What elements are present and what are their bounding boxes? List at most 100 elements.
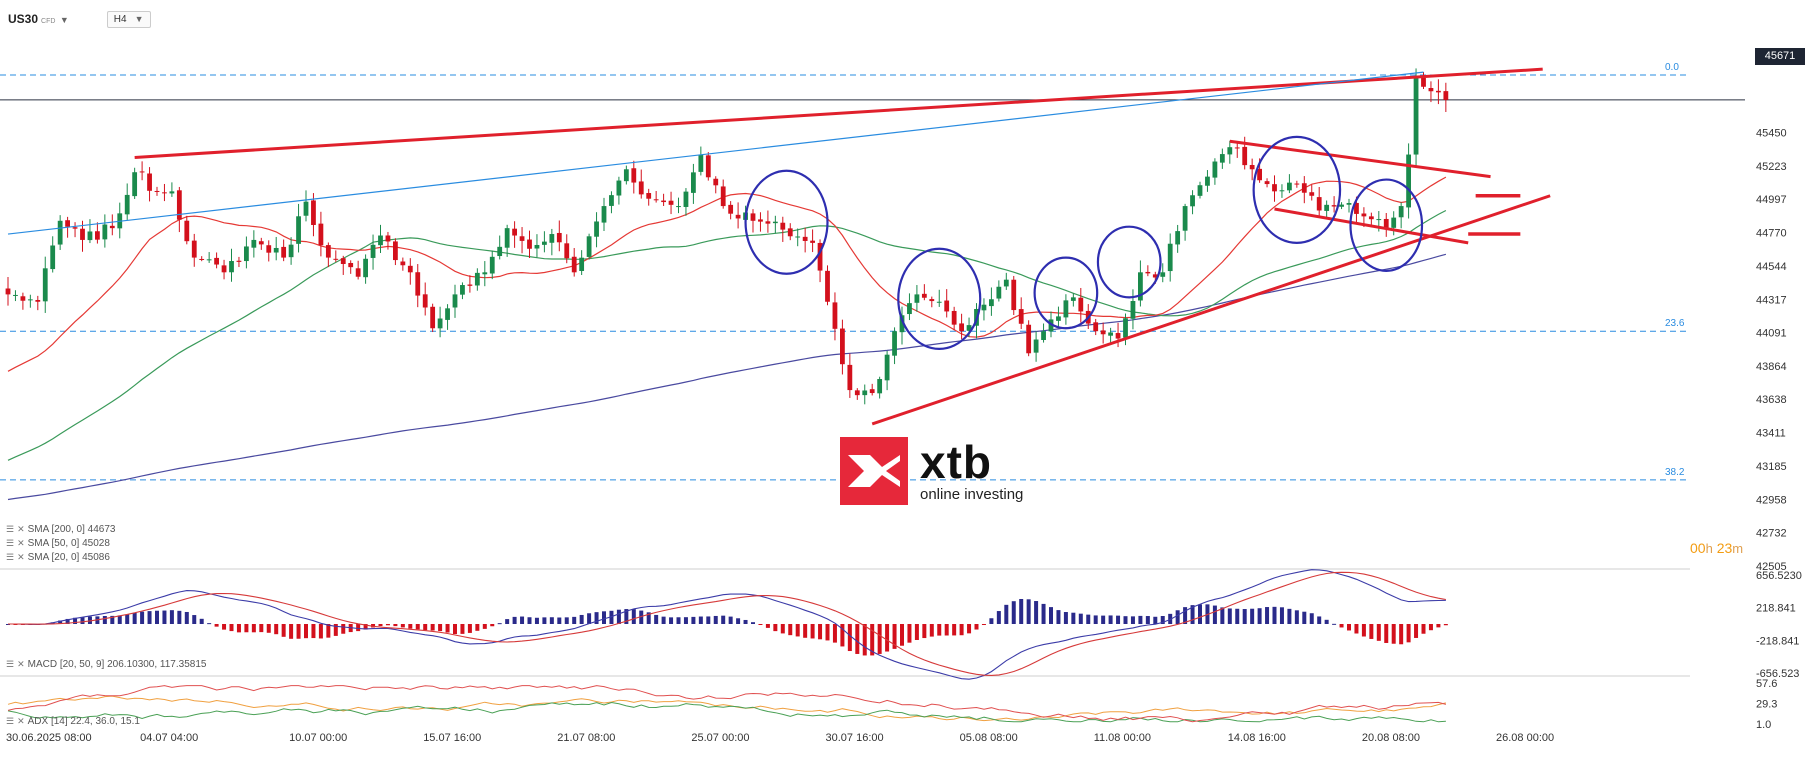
symbol-selector[interactable]: US30 CFD ▼ xyxy=(8,10,69,28)
macd-bar xyxy=(1049,607,1053,624)
candle-body xyxy=(1033,339,1039,353)
candle-body xyxy=(1428,88,1434,92)
legend-macd[interactable]: ☰ ✕ MACD [20, 50, 9] 206.10300, 117.35815 xyxy=(6,659,206,670)
logo-tagline: online investing xyxy=(920,485,1024,503)
candle-body xyxy=(236,260,242,262)
settings-icon[interactable]: ☰ xyxy=(6,552,15,562)
candle-body xyxy=(504,228,510,248)
candle-body xyxy=(244,246,249,262)
timeframe-selector[interactable]: H4 ▼ xyxy=(106,10,151,28)
y-tick-label: 43864 xyxy=(1756,361,1787,373)
macd-bar xyxy=(1384,624,1389,643)
candle-body xyxy=(1205,176,1210,186)
candle-body xyxy=(1100,330,1106,335)
candle-body xyxy=(42,268,48,302)
y-tick-label: 44091 xyxy=(1756,328,1787,340)
macd-bar xyxy=(773,624,778,632)
macd-bar xyxy=(1183,607,1188,624)
countdown-minutes: 23 xyxy=(1716,540,1733,556)
candle-body xyxy=(109,225,115,229)
close-icon[interactable]: ✕ xyxy=(17,552,25,562)
y-tick-label: 44317 xyxy=(1756,294,1787,306)
macd-bar xyxy=(907,624,912,643)
macd-bar xyxy=(304,624,308,639)
legend-adx[interactable]: ☰ ✕ ADX [14] 22.4, 36.0, 15.1 xyxy=(6,716,140,727)
candle-body xyxy=(780,222,786,230)
countdown-hours-unit: h xyxy=(1705,541,1713,556)
candle-body xyxy=(996,286,1002,299)
y-tick-label: 42958 xyxy=(1756,494,1787,506)
macd-bar xyxy=(251,624,256,633)
candle-body xyxy=(460,285,465,295)
macd-bar xyxy=(214,624,219,627)
legend-sma200[interactable]: ☰ ✕ SMA [200, 0] 44673 xyxy=(6,524,115,535)
candle-body xyxy=(1249,164,1255,170)
macd-bar xyxy=(363,624,368,630)
macd-bar xyxy=(706,616,711,624)
macd-bar xyxy=(549,617,554,624)
macd-bar xyxy=(147,611,152,624)
candle-body xyxy=(102,224,108,240)
close-icon[interactable]: ✕ xyxy=(17,524,25,534)
legend-adx-text: ADX [14] 22.4, 36.0, 15.1 xyxy=(27,716,140,727)
macd-bar xyxy=(676,617,681,624)
candle-body xyxy=(1234,147,1240,149)
close-icon[interactable]: ✕ xyxy=(17,538,25,548)
candle-body xyxy=(1078,297,1084,312)
candle-body xyxy=(251,239,257,248)
chevron-down-icon[interactable]: ▼ xyxy=(59,15,69,25)
candle-body xyxy=(497,246,503,257)
candle-body xyxy=(653,199,659,201)
candle-body xyxy=(549,234,555,243)
macd-bar xyxy=(378,624,383,627)
legend-sma20[interactable]: ☰ ✕ SMA [20, 0] 45086 xyxy=(6,552,110,563)
candle-body xyxy=(616,180,622,196)
candle-body xyxy=(1160,272,1166,277)
candle-body xyxy=(154,190,160,192)
settings-icon[interactable]: ☰ xyxy=(6,524,15,534)
candle-body xyxy=(705,155,711,178)
sma20-line xyxy=(7,176,1447,372)
macd-bar xyxy=(259,624,264,633)
candle-body xyxy=(810,240,815,243)
settings-icon[interactable]: ☰ xyxy=(6,659,15,669)
candle-body xyxy=(556,232,562,243)
candle-body xyxy=(966,325,972,331)
macd-bar xyxy=(1101,615,1106,624)
candle-body xyxy=(1383,218,1389,229)
candle-body xyxy=(437,318,443,329)
macd-bar xyxy=(393,624,398,627)
macd-bar xyxy=(885,624,890,652)
settings-icon[interactable]: ☰ xyxy=(6,716,15,726)
macd-bar xyxy=(326,624,331,638)
candle-body xyxy=(542,241,547,245)
candle-body xyxy=(489,256,495,274)
macd-bar xyxy=(318,624,323,639)
macd-bar xyxy=(900,624,904,646)
macd-tick-label: 218.841 xyxy=(1756,603,1796,615)
candle-body xyxy=(765,221,771,224)
legend-sma50[interactable]: ☰ ✕ SMA [50, 0] 45028 xyxy=(6,538,110,549)
macd-bar xyxy=(825,624,830,641)
candle-body xyxy=(795,236,801,238)
macd-bar xyxy=(467,624,472,633)
candle-body xyxy=(1063,300,1069,318)
candle-body xyxy=(273,247,279,253)
candle-body xyxy=(72,227,78,229)
macd-bar xyxy=(1257,608,1262,624)
close-icon[interactable]: ✕ xyxy=(17,716,25,726)
candle-body xyxy=(1406,154,1411,208)
macd-bar xyxy=(937,624,942,636)
settings-icon[interactable]: ☰ xyxy=(6,538,15,548)
candle-body xyxy=(1339,204,1344,207)
candle-body xyxy=(318,223,324,246)
candle-body xyxy=(1123,318,1128,338)
candle-body xyxy=(787,228,793,237)
candle-body xyxy=(13,294,18,296)
macd-bar xyxy=(661,616,666,624)
macd-bar xyxy=(460,624,465,634)
candle-body xyxy=(1026,324,1032,354)
close-icon[interactable]: ✕ xyxy=(17,659,25,669)
macd-bar xyxy=(1421,624,1426,634)
